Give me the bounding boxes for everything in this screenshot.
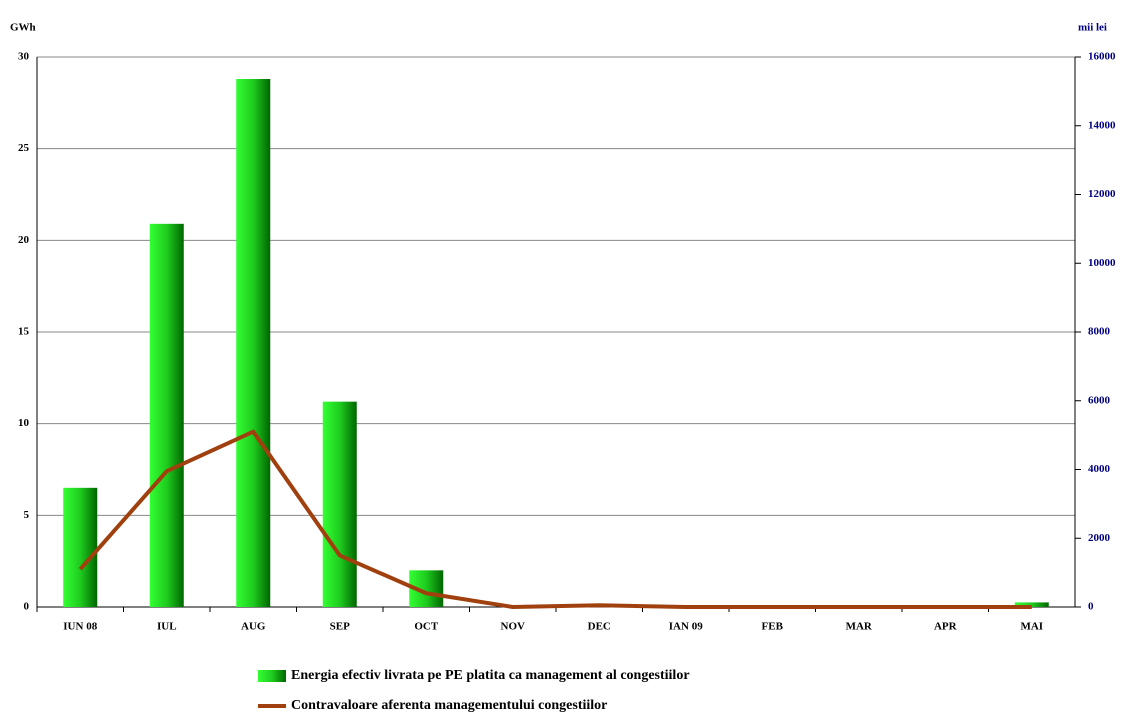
- bar: [1014, 602, 1049, 607]
- x-tick-label: IAN 09: [669, 621, 703, 633]
- y-tick-label: 25: [18, 142, 30, 154]
- x-tick-label: AUG: [241, 621, 266, 633]
- bar: [63, 487, 98, 607]
- y-tick-label: 15: [18, 326, 30, 338]
- x-tick-label: FEB: [762, 621, 784, 633]
- line: [78, 429, 1032, 609]
- x-tick-label: DEC: [588, 621, 611, 633]
- y2-tick-label: 8000: [1088, 326, 1111, 338]
- legend-swatch: [258, 670, 286, 682]
- bar: [322, 401, 357, 607]
- y2-tick-label: 12000: [1088, 188, 1116, 200]
- legend-label: Energia efectiv livrata pe PE platita ca…: [291, 668, 690, 683]
- legend-label: Contravaloare aferenta managementului co…: [291, 698, 607, 713]
- y2-tick-label: 14000: [1088, 119, 1116, 131]
- y2-tick-label: 16000: [1088, 51, 1116, 63]
- x-tick-label: IUL: [157, 621, 177, 633]
- x-tick-label: IUN 08: [63, 621, 97, 633]
- x-tick-label: OCT: [414, 621, 439, 633]
- y2-tick-label: 6000: [1088, 394, 1111, 406]
- y-tick-label: 10: [18, 417, 30, 429]
- y2-tick-label: 10000: [1088, 257, 1116, 269]
- bar: [236, 79, 271, 607]
- x-tick-label: SEP: [330, 621, 350, 633]
- y2-tick-label: 2000: [1088, 532, 1111, 544]
- y-tick-label: 30: [18, 51, 30, 63]
- y2-tick-label: 4000: [1088, 463, 1111, 475]
- bar: [149, 223, 184, 608]
- x-tick-label: MAI: [1020, 621, 1043, 633]
- y2-axis-label: mii lei: [1078, 22, 1107, 34]
- y2-tick-label: 0: [1088, 601, 1094, 613]
- y-tick-label: 0: [24, 601, 30, 613]
- x-tick-label: APR: [934, 621, 958, 633]
- y-tick-label: 5: [24, 509, 30, 521]
- x-tick-label: NOV: [501, 621, 526, 633]
- y-tick-label: 20: [18, 234, 30, 246]
- x-tick-label: MAR: [846, 621, 873, 633]
- y-axis-label: GWh: [10, 22, 36, 34]
